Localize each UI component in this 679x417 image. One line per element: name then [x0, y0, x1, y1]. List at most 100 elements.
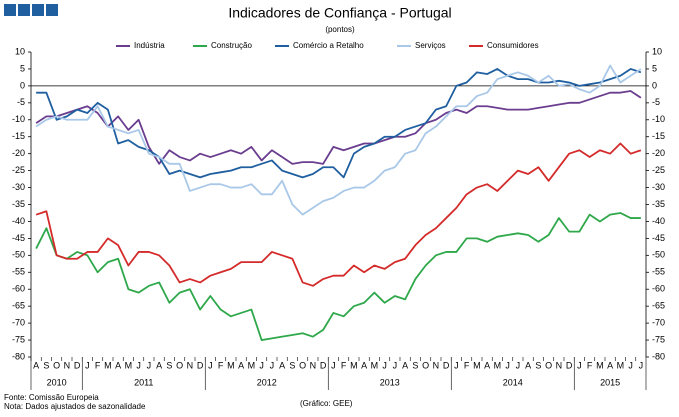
x-tick-label: A — [115, 360, 121, 370]
y-tick-label: -10 — [12, 114, 25, 124]
year-label: 2015 — [600, 377, 620, 387]
x-tick-label: S — [535, 360, 541, 370]
y2-tick-label: -40 — [652, 216, 665, 226]
y2-tick-label: -65 — [652, 301, 665, 311]
y2-tick-label: 0 — [652, 80, 657, 90]
y2-tick-label: -55 — [652, 267, 665, 277]
y-tick-label: -25 — [12, 165, 25, 175]
y2-tick-label: -45 — [652, 233, 665, 243]
series-line — [35, 64, 642, 216]
note: Nota: Dados ajustados de sazonalidade — [4, 402, 146, 411]
x-tick-label: J — [505, 360, 510, 370]
x-tick-label: F — [218, 360, 224, 370]
credit: (Gráfico: GEE) — [300, 399, 353, 408]
y2-tick-label: -5 — [652, 97, 660, 107]
x-tick-label: S — [412, 360, 418, 370]
y-tick-label: -55 — [12, 267, 25, 277]
x-tick-label: J — [393, 360, 398, 370]
y2-tick-label: -10 — [652, 114, 665, 124]
legend-label: Construção — [211, 41, 252, 50]
y-tick-label: -15 — [12, 131, 25, 141]
x-tick-label: J — [85, 360, 90, 370]
x-tick-label: S — [289, 360, 295, 370]
x-tick-label: A — [238, 360, 244, 370]
y-tick-label: -35 — [12, 199, 25, 209]
x-tick-label: A — [484, 360, 490, 370]
logo — [4, 4, 58, 16]
x-tick-label: J — [331, 360, 336, 370]
x-tick-label: O — [299, 360, 306, 370]
year-label: 2012 — [257, 377, 277, 387]
year-label: 2011 — [134, 377, 153, 387]
y-tick-label: -65 — [12, 301, 25, 311]
x-tick-label: M — [617, 360, 625, 370]
x-tick-label: O — [53, 360, 60, 370]
year-label: 2013 — [380, 377, 400, 387]
note: Fonte: Comissão Europeia — [4, 393, 99, 402]
x-tick-label: M — [350, 360, 358, 370]
x-tick-label: D — [320, 360, 327, 370]
y2-tick-label: -75 — [652, 334, 665, 344]
legend-label: Consumidores — [487, 41, 539, 50]
x-tick-label: J — [147, 360, 152, 370]
x-tick-label: M — [473, 360, 481, 370]
x-tick-label: F — [341, 360, 347, 370]
chart-subtitle: (pontos) — [325, 25, 355, 34]
y-tick-label: -30 — [12, 182, 25, 192]
y-tick-label: 5 — [20, 63, 25, 73]
x-tick-label: N — [556, 360, 563, 370]
x-tick-label: J — [259, 360, 264, 370]
x-tick-label: O — [422, 360, 429, 370]
x-tick-label: A — [156, 360, 162, 370]
x-tick-label: M — [104, 360, 112, 370]
x-tick-label: N — [64, 360, 71, 370]
x-tick-label: N — [433, 360, 440, 370]
y-tick-label: -45 — [12, 233, 25, 243]
x-tick-label: M — [371, 360, 379, 370]
x-tick-label: O — [176, 360, 183, 370]
y2-tick-label: -50 — [652, 250, 665, 260]
y2-tick-label: 5 — [652, 63, 657, 73]
x-tick-label: J — [628, 360, 633, 370]
y-tick-label: -75 — [12, 334, 25, 344]
y2-tick-label: -30 — [652, 182, 665, 192]
y2-tick-label: -80 — [652, 351, 665, 361]
x-tick-label: M — [494, 360, 502, 370]
legend-label: Comércio a Retalho — [293, 41, 364, 50]
x-tick-label: N — [310, 360, 317, 370]
x-tick-label: J — [516, 360, 521, 370]
x-tick-label: A — [361, 360, 367, 370]
x-tick-label: N — [187, 360, 194, 370]
y2-tick-label: -70 — [652, 317, 665, 327]
y2-tick-label: -60 — [652, 284, 665, 294]
x-tick-label: A — [525, 360, 531, 370]
series-line — [35, 212, 641, 341]
x-tick-label: D — [74, 360, 81, 370]
y2-tick-label: -35 — [652, 199, 665, 209]
y-tick-label: -5 — [17, 97, 25, 107]
x-tick-label: S — [43, 360, 49, 370]
x-tick-label: A — [33, 360, 39, 370]
series-line — [36, 68, 642, 179]
x-tick-label: J — [639, 360, 644, 370]
legend-label: Indústria — [134, 41, 165, 50]
x-tick-label: O — [545, 360, 552, 370]
y-tick-label: 10 — [15, 46, 25, 56]
series-line — [35, 142, 642, 287]
series-line — [35, 90, 642, 165]
y-tick-label: 0 — [20, 80, 25, 90]
x-tick-label: J — [270, 360, 275, 370]
x-tick-label: A — [279, 360, 285, 370]
y-tick-label: -70 — [12, 317, 25, 327]
x-tick-label: M — [125, 360, 133, 370]
y-tick-label: -60 — [12, 284, 25, 294]
y2-tick-label: -20 — [652, 148, 665, 158]
x-tick-label: F — [464, 360, 470, 370]
x-tick-label: J — [454, 360, 459, 370]
y-tick-label: -80 — [12, 351, 25, 361]
x-tick-label: F — [95, 360, 101, 370]
x-tick-label: M — [248, 360, 256, 370]
x-tick-label: M — [227, 360, 235, 370]
x-tick-label: A — [607, 360, 613, 370]
